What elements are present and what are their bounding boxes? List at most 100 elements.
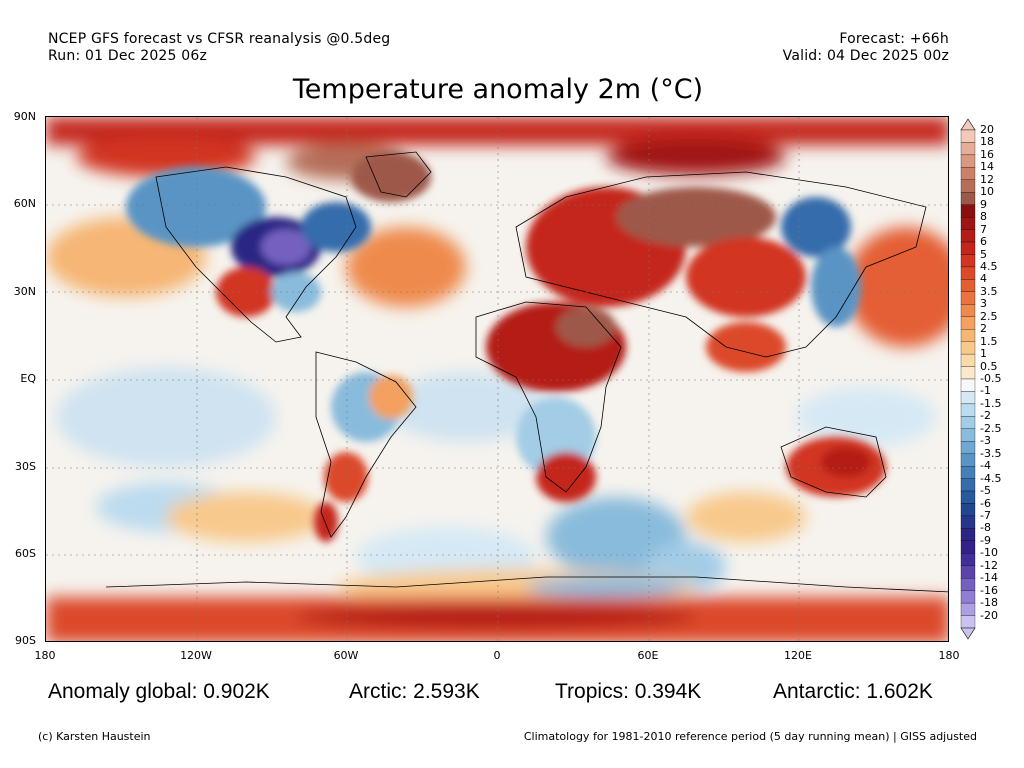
- colorbar-swatch: [960, 179, 976, 193]
- colorbar-swatch: [960, 167, 976, 180]
- colorbar-label: 10: [980, 185, 994, 199]
- lon-label-120e: 120E: [784, 649, 812, 662]
- colorbar-swatch: [960, 129, 976, 143]
- colorbar-label: 6: [980, 235, 987, 249]
- colorbar-swatch: [960, 154, 976, 168]
- colorbar-label: -6: [980, 496, 991, 510]
- colorbar-swatch: [960, 602, 976, 616]
- lat-label-60s: 60S: [15, 547, 36, 560]
- anomaly-map: [45, 116, 949, 642]
- colorbar-label: -4.5: [980, 471, 1002, 485]
- colorbar-label: -10: [980, 546, 998, 560]
- header-valid-time: Valid: 04 Dec 2025 00z: [782, 48, 949, 64]
- colorbar-label: -4: [980, 459, 991, 473]
- colorbar-label: -12: [980, 558, 998, 572]
- colorbar-label: -3: [980, 434, 991, 448]
- colorbar-label: 16: [980, 147, 994, 161]
- lat-label-90n: 90N: [13, 110, 36, 123]
- colorbar-label: 18: [980, 135, 994, 149]
- colorbar-swatch: [960, 465, 976, 479]
- colorbar-swatch: [960, 478, 976, 492]
- colorbar-swatch: [960, 503, 976, 517]
- colorbar-swatch: [960, 590, 976, 604]
- colorbar-swatch: [960, 316, 976, 330]
- colorbar-swatch: [960, 229, 976, 243]
- colorbar-bottom-arrow: [960, 627, 976, 640]
- colorbar-label: -16: [980, 583, 998, 597]
- colorbar-swatch: [960, 528, 976, 541]
- colorbar-label: 0.5: [980, 359, 998, 373]
- colorbar-swatch: [960, 490, 976, 504]
- colorbar-label: 20: [980, 123, 994, 136]
- colorbar-swatch: [960, 266, 976, 280]
- colorbar-label: 14: [980, 160, 994, 174]
- colorbar-swatch: [960, 553, 976, 566]
- graticule: [46, 117, 948, 641]
- colorbar-swatch: [960, 254, 976, 268]
- colorbar-swatch: [960, 329, 976, 342]
- colorbar-swatch: [960, 578, 976, 591]
- colorbar: [960, 118, 976, 640]
- colorbar-swatch: [960, 453, 976, 467]
- colorbar-label: 12: [980, 172, 994, 186]
- colorbar-swatch: [960, 192, 976, 205]
- lat-label-30s: 30S: [15, 460, 36, 473]
- coastlines: [105, 151, 948, 593]
- colorbar-swatch: [960, 142, 976, 156]
- colorbar-swatch: [960, 378, 976, 392]
- header-forecast-hour: Forecast: +66h: [839, 31, 949, 47]
- colorbar-label: -1: [980, 384, 991, 398]
- colorbar-label: 3.5: [980, 284, 998, 298]
- colorbar-swatch: [960, 615, 976, 629]
- colorbar-swatch: [960, 353, 976, 367]
- colorbar-label: -0.5: [980, 372, 1002, 385]
- colorbar-label: -14: [980, 571, 998, 585]
- lon-label-60e: 60E: [637, 649, 659, 662]
- colorbar-label: 1: [980, 347, 987, 361]
- anomaly-field: [46, 117, 948, 641]
- colorbar-swatch: [960, 279, 976, 292]
- colorbar-label: -8: [980, 521, 991, 535]
- stat-arctic-anomaly: Arctic: 2.593K: [349, 680, 480, 703]
- colorbar-swatch: [960, 416, 976, 429]
- lon-label-120w: 120W: [180, 649, 212, 662]
- footer-copyright: (c) Karsten Haustein: [38, 730, 151, 743]
- colorbar-swatch: [960, 441, 976, 454]
- colorbar-label: -1.5: [980, 396, 1002, 410]
- colorbar-swatch: [960, 341, 976, 355]
- colorbar-label: -3.5: [980, 446, 1002, 460]
- colorbar-swatch: [960, 291, 976, 305]
- colorbar-label: 2: [980, 322, 987, 336]
- anomaly-map-svg: [46, 117, 948, 641]
- colorbar-label: -18: [980, 596, 998, 610]
- colorbar-swatch: [960, 565, 976, 579]
- colorbar-swatch: [960, 204, 976, 218]
- colorbar-label: -2.5: [980, 421, 1002, 435]
- colorbar-label: 2.5: [980, 309, 998, 323]
- lon-label-60w: 60W: [333, 649, 359, 662]
- colorbar-swatch: [960, 391, 976, 405]
- colorbar-label: -20: [980, 608, 998, 622]
- colorbar-swatch: [960, 403, 976, 417]
- stat-antarctic-anomaly: Antarctic: 1.602K: [773, 680, 933, 703]
- colorbar-swatch: [960, 304, 976, 317]
- colorbar-swatch: [960, 515, 976, 529]
- lon-label-180w: 180: [34, 649, 56, 662]
- colorbar-label: 1.5: [980, 334, 998, 348]
- colorbar-label: 8: [980, 210, 987, 224]
- colorbar-swatch: [960, 428, 976, 442]
- lon-label-0: 0: [493, 649, 501, 662]
- colorbar-label: 4: [980, 272, 987, 286]
- land-anomalies: [126, 152, 886, 542]
- map-title: Temperature anomaly 2m (°C): [292, 74, 704, 105]
- stat-global-anomaly: Anomaly global: 0.902K: [48, 680, 270, 703]
- colorbar-label: 4.5: [980, 259, 998, 273]
- colorbar-label: 5: [980, 247, 987, 261]
- colorbar-label: 7: [980, 222, 987, 236]
- footer-climatology-note: Climatology for 1981-2010 reference peri…: [523, 730, 977, 743]
- lon-label-180e: 180: [938, 649, 960, 662]
- colorbar-swatch: [960, 366, 976, 380]
- lat-label-30n: 30N: [13, 285, 36, 298]
- colorbar-top-arrow: [960, 118, 976, 131]
- colorbar-label: -2: [980, 409, 991, 423]
